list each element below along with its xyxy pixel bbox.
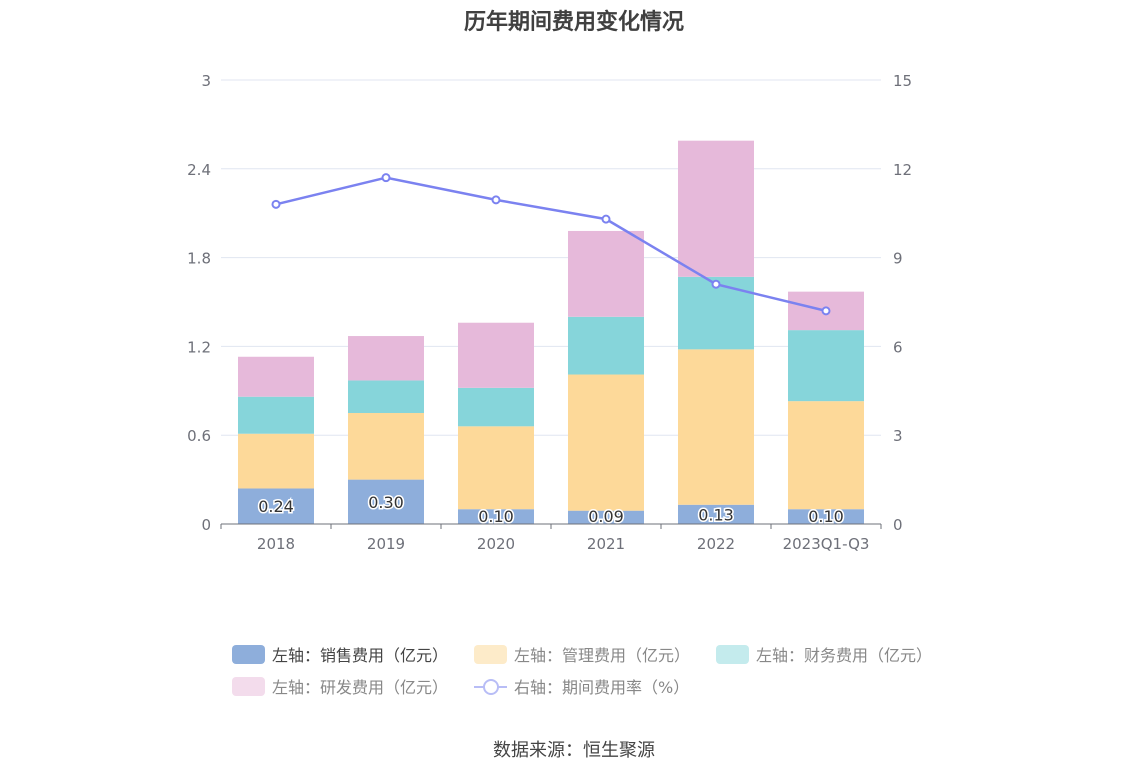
- x-axis-tick-label: 2020: [477, 535, 515, 553]
- x-axis-tick-label: 2021: [587, 535, 625, 553]
- legend-item-finance[interactable]: 左轴：财务费用（亿元）: [716, 642, 932, 666]
- axis-layer: 0 0.6 1.2 1.8 2.4 3 0 3 6 9 12 15 2018 2019 2020 2021 20…: [187, 72, 912, 553]
- data-label-sales: 0.09: [588, 507, 624, 526]
- legend-swatch-finance: [716, 644, 750, 664]
- data-label-sales: 0.30: [368, 493, 404, 512]
- data-label-sales: 0.13: [698, 505, 734, 524]
- legend-swatch-rd: [232, 676, 265, 696]
- data-label-sales: 0.10: [478, 507, 514, 526]
- bar-segment-sales: [678, 504, 754, 524]
- bar-segment-finance: [568, 316, 644, 375]
- bar-segment-sales: [788, 509, 864, 524]
- bar-segment-rd: [568, 230, 644, 317]
- bar-segment-finance: [238, 396, 314, 434]
- source-note: 数据来源：恒生聚源: [493, 740, 655, 761]
- right-axis-tick-label: 15: [893, 72, 912, 90]
- legend-label-finance: 左轴：财务费用（亿元）: [756, 646, 933, 665]
- label-layer: 0.24 0.30 0.10 0.09 0.13 0.10: [257, 491, 846, 527]
- bar-segment-rd: [678, 140, 754, 277]
- legend-row-2: 左轴：研发费用（亿元） 右轴：期间费用率（%）: [232, 670, 932, 702]
- x-axis-tick-label: 2018: [257, 535, 295, 553]
- left-axis-tick-label: 0.6: [187, 427, 211, 445]
- bar-segment-admin: [458, 426, 534, 510]
- line-layer: [271, 173, 831, 316]
- bar-segment-admin: [568, 374, 644, 511]
- right-axis-tick-label: 0: [893, 516, 903, 534]
- bar-segment-admin: [788, 401, 864, 510]
- line-point-expense-rate: [271, 199, 281, 209]
- right-axis-tick-label: 12: [893, 161, 912, 179]
- line-point-expense-rate: [491, 195, 501, 205]
- x-axis-tick-label: 2019: [367, 535, 405, 553]
- bar-segment-sales: [238, 488, 314, 524]
- chart-title: 历年期间费用变化情况: [463, 10, 684, 35]
- bar-segment-finance: [788, 330, 864, 402]
- line-point-expense-rate: [381, 173, 391, 183]
- legend-label-rd: 左轴：研发费用（亿元）: [272, 678, 449, 697]
- right-axis-tick-label: 3: [893, 427, 903, 445]
- bar-segment-rd: [238, 356, 314, 397]
- bar-segment-admin: [678, 349, 754, 505]
- legend-item-expense-rate[interactable]: 右轴：期间费用率（%）: [474, 674, 689, 698]
- chart-plot: 0.24 0.300.10 0.09 0.13 0.10 00.61.21.82.430…: [187, 72, 912, 553]
- legend-swatch-sales: [232, 644, 265, 664]
- x-axis-tick-label: 2022: [697, 535, 735, 553]
- right-axis-tick-label: 9: [893, 250, 903, 268]
- right-axis-tick-label: 6: [893, 338, 903, 356]
- legend-item-admin[interactable]: 左轴：管理费用（亿元）: [474, 642, 690, 666]
- bar-segment-admin: [348, 413, 424, 480]
- legend-label-admin: 左轴：管理费用（亿元）: [514, 646, 691, 665]
- line-expense-rate: [275, 176, 827, 313]
- legend-line-icon: [474, 677, 508, 696]
- bar-segment-finance: [348, 380, 424, 413]
- bar-segment-finance: [678, 276, 754, 350]
- bar-segment-sales: [348, 479, 424, 524]
- left-axis-tick-label: 0: [201, 516, 211, 534]
- line-point-expense-rate: [821, 306, 831, 316]
- legend: 左轴：销售费用（亿元） 左轴：管理费用（亿元） 左轴：财务费用（亿元） 左轴：研…: [232, 638, 932, 702]
- grid-lines: [221, 79, 881, 436]
- line-point-expense-rate: [601, 214, 611, 224]
- legend-item-sales[interactable]: 左轴：销售费用（亿元）: [232, 642, 448, 666]
- data-label-sales: 0.24: [258, 497, 294, 516]
- bar-segment-admin: [238, 433, 314, 489]
- bar-segment-rd: [458, 322, 534, 388]
- x-axis-tick-label: 2023Q1-Q3: [783, 535, 870, 553]
- left-axis-tick-label: 3: [201, 72, 211, 90]
- bar-segment-sales: [568, 510, 644, 524]
- bar-segment-finance: [458, 387, 534, 427]
- bar-segment-sales: [458, 509, 534, 524]
- legend-row-1: 左轴：销售费用（亿元） 左轴：管理费用（亿元） 左轴：财务费用（亿元）: [232, 638, 932, 670]
- legend-swatch-admin: [474, 644, 508, 664]
- data-label-sales: 0.10: [808, 507, 844, 526]
- legend-item-rd[interactable]: 左轴：研发费用（亿元）: [232, 674, 448, 698]
- bar-layer: [238, 140, 864, 524]
- legend-label-sales: 左轴：销售费用（亿元）: [272, 646, 449, 665]
- legend-label-expense-rate: 右轴：期间费用率（%）: [514, 678, 690, 697]
- line-point-expense-rate: [711, 279, 721, 289]
- left-axis-tick-label: 2.4: [187, 161, 211, 179]
- left-axis-tick-label: 1.2: [187, 338, 211, 356]
- bar-segment-rd: [348, 336, 424, 381]
- left-axis-tick-label: 1.8: [187, 250, 211, 268]
